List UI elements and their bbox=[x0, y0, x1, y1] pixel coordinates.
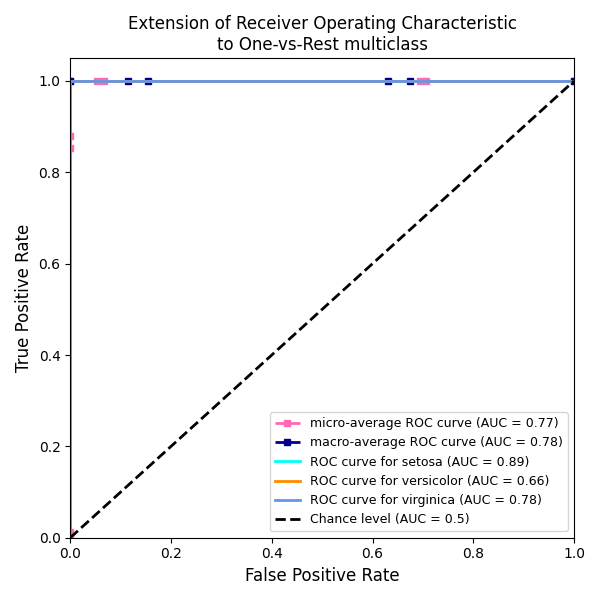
micro-average ROC curve (AUC = 0.77) bbox=[416, 77, 423, 85]
ROC curve for virginica (AUC = 0.78) bbox=[67, 236, 74, 244]
Line: ROC curve for setosa (AUC = 0.89): ROC curve for setosa (AUC = 0.89) bbox=[70, 81, 574, 538]
ROC curve for versicolor (AUC = 0.66) bbox=[67, 77, 74, 85]
ROC curve for virginica (AUC = 0.78) bbox=[67, 77, 74, 85]
ROC curve for setosa (AUC = 0.89) bbox=[406, 77, 413, 85]
Y-axis label: True Positive Rate: True Positive Rate bbox=[15, 224, 33, 372]
ROC curve for virginica (AUC = 0.78) bbox=[571, 77, 578, 85]
micro-average ROC curve (AUC = 0.77) bbox=[67, 77, 74, 85]
macro-average ROC curve (AUC = 0.78) bbox=[144, 77, 151, 85]
micro-average ROC curve (AUC = 0.77) bbox=[67, 534, 74, 541]
micro-average ROC curve (AUC = 0.77) bbox=[67, 145, 74, 152]
macro-average ROC curve (AUC = 0.78) bbox=[67, 77, 74, 85]
micro-average ROC curve (AUC = 0.77) bbox=[94, 77, 101, 85]
ROC curve for versicolor (AUC = 0.66) bbox=[571, 77, 578, 85]
ROC curve for virginica (AUC = 0.78) bbox=[67, 197, 74, 204]
Line: ROC curve for virginica (AUC = 0.78): ROC curve for virginica (AUC = 0.78) bbox=[70, 81, 574, 538]
ROC curve for setosa (AUC = 0.89) bbox=[67, 77, 74, 85]
macro-average ROC curve (AUC = 0.78) bbox=[125, 77, 132, 85]
ROC curve for setosa (AUC = 0.89) bbox=[571, 77, 578, 85]
ROC curve for versicolor (AUC = 0.66) bbox=[67, 514, 74, 521]
micro-average ROC curve (AUC = 0.77) bbox=[67, 528, 74, 535]
ROC curve for virginica (AUC = 0.78) bbox=[67, 534, 74, 541]
micro-average ROC curve (AUC = 0.77) bbox=[422, 77, 430, 85]
ROC curve for setosa (AUC = 0.89) bbox=[67, 518, 74, 526]
Legend: micro-average ROC curve (AUC = 0.77), macro-average ROC curve (AUC = 0.78), ROC : micro-average ROC curve (AUC = 0.77), ma… bbox=[270, 412, 568, 532]
macro-average ROC curve (AUC = 0.78) bbox=[384, 77, 391, 85]
micro-average ROC curve (AUC = 0.77) bbox=[100, 77, 107, 85]
Line: micro-average ROC curve (AUC = 0.77): micro-average ROC curve (AUC = 0.77) bbox=[68, 78, 577, 541]
micro-average ROC curve (AUC = 0.77) bbox=[571, 77, 578, 85]
Line: ROC curve for versicolor (AUC = 0.66): ROC curve for versicolor (AUC = 0.66) bbox=[70, 81, 574, 538]
Line: macro-average ROC curve (AUC = 0.78): macro-average ROC curve (AUC = 0.78) bbox=[68, 78, 577, 84]
ROC curve for versicolor (AUC = 0.66) bbox=[67, 534, 74, 541]
macro-average ROC curve (AUC = 0.78) bbox=[406, 77, 413, 85]
ROC curve for setosa (AUC = 0.89) bbox=[67, 534, 74, 541]
ROC curve for versicolor (AUC = 0.66) bbox=[144, 77, 151, 85]
Title: Extension of Receiver Operating Characteristic
to One-vs-Rest multiclass: Extension of Receiver Operating Characte… bbox=[128, 15, 517, 54]
ROC curve for virginica (AUC = 0.78) bbox=[67, 514, 74, 521]
ROC curve for versicolor (AUC = 0.66) bbox=[125, 77, 132, 85]
X-axis label: False Positive Rate: False Positive Rate bbox=[245, 567, 400, 585]
micro-average ROC curve (AUC = 0.77) bbox=[67, 132, 74, 139]
macro-average ROC curve (AUC = 0.78) bbox=[571, 77, 578, 85]
ROC curve for setosa (AUC = 0.89) bbox=[384, 77, 391, 85]
